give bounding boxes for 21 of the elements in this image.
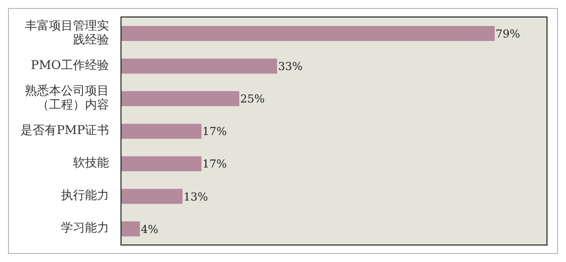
y-tick-label: 是否有PMP证书 bbox=[20, 123, 109, 138]
data-label: 17% bbox=[202, 158, 227, 171]
y-tick-label: PMO工作经验 bbox=[30, 58, 109, 72]
bar bbox=[121, 124, 202, 139]
data-label: 33% bbox=[278, 60, 303, 73]
data-label: 25% bbox=[240, 92, 265, 106]
y-tick-label: 熟悉本公司项目（工程）内容 bbox=[25, 84, 109, 112]
bar bbox=[121, 188, 182, 204]
data-label: 4% bbox=[140, 222, 158, 236]
data-label: 13% bbox=[183, 190, 208, 204]
bar bbox=[121, 58, 278, 74]
y-tick-label: 丰富项目管理实践经验 bbox=[25, 18, 109, 46]
y-tick-label: 软技能 bbox=[73, 156, 109, 170]
y-tick-label: 学习能力 bbox=[61, 220, 109, 235]
bar bbox=[121, 26, 495, 41]
bar bbox=[121, 221, 140, 236]
data-label: 17% bbox=[202, 125, 227, 138]
y-tick-label: 执行能力 bbox=[61, 188, 109, 202]
bar bbox=[121, 156, 202, 172]
bar bbox=[121, 91, 240, 106]
data-label: 79% bbox=[496, 27, 520, 40]
